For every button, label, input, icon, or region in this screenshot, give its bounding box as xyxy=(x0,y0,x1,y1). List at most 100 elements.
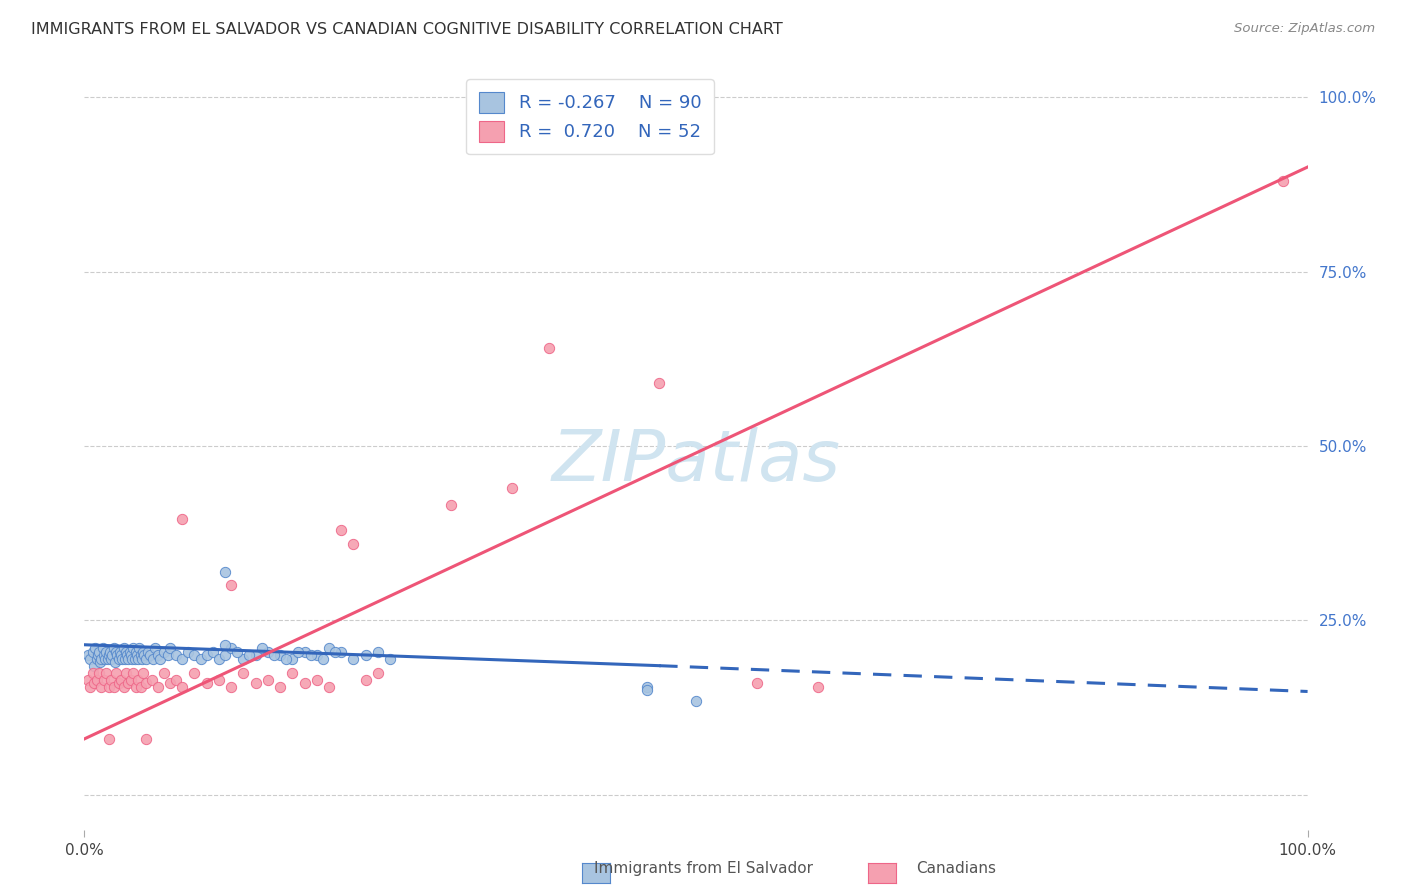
Point xyxy=(318,641,340,656)
Point xyxy=(156,648,179,663)
Point xyxy=(172,512,194,526)
Point xyxy=(107,651,129,665)
Text: ZIPatlas: ZIPatlas xyxy=(551,427,841,496)
Point xyxy=(143,641,166,656)
Point xyxy=(112,680,135,694)
Point xyxy=(110,673,132,687)
Point xyxy=(263,648,285,663)
Point xyxy=(77,673,100,687)
Point xyxy=(323,645,346,659)
Point xyxy=(93,673,115,687)
Point xyxy=(177,645,200,659)
Point xyxy=(125,645,148,659)
Point xyxy=(440,498,463,512)
Point xyxy=(183,665,205,680)
Point xyxy=(105,665,128,680)
Point xyxy=(82,645,104,659)
Point xyxy=(83,658,105,673)
Point xyxy=(103,680,125,694)
Point xyxy=(281,665,304,680)
Point xyxy=(538,342,561,356)
Point xyxy=(807,680,830,694)
Point xyxy=(115,645,138,659)
Point xyxy=(354,648,377,663)
Point xyxy=(747,676,769,690)
Point xyxy=(146,648,169,663)
Point xyxy=(122,641,145,656)
Point xyxy=(299,648,322,663)
Point xyxy=(100,651,122,665)
Point xyxy=(97,680,120,694)
Point xyxy=(367,645,389,659)
Point xyxy=(89,655,111,669)
Point xyxy=(149,651,172,665)
Point xyxy=(153,645,176,659)
Point xyxy=(90,651,112,665)
Text: Source: ZipAtlas.com: Source: ZipAtlas.com xyxy=(1234,22,1375,36)
Point xyxy=(115,665,138,680)
Text: IMMIGRANTS FROM EL SALVADOR VS CANADIAN COGNITIVE DISABILITY CORRELATION CHART: IMMIGRANTS FROM EL SALVADOR VS CANADIAN … xyxy=(31,22,783,37)
Point xyxy=(131,651,153,665)
Point xyxy=(98,645,121,659)
Point xyxy=(122,665,145,680)
Point xyxy=(502,481,524,495)
Point xyxy=(86,651,108,665)
Point xyxy=(77,648,100,663)
Point xyxy=(129,680,152,694)
Point xyxy=(97,648,120,663)
Point xyxy=(1272,174,1295,188)
Point xyxy=(318,680,340,694)
Point xyxy=(159,676,181,690)
Point xyxy=(636,683,658,698)
Point xyxy=(87,645,110,659)
Point xyxy=(142,651,165,665)
Point xyxy=(281,651,304,665)
Point xyxy=(354,673,377,687)
Text: Immigrants from El Salvador: Immigrants from El Salvador xyxy=(593,861,813,876)
Point xyxy=(245,648,267,663)
Point xyxy=(312,651,335,665)
Point xyxy=(367,665,389,680)
Point xyxy=(90,680,112,694)
Point xyxy=(107,676,129,690)
Point xyxy=(214,565,236,579)
Point xyxy=(79,680,101,694)
Point xyxy=(86,673,108,687)
Point xyxy=(135,676,157,690)
Point xyxy=(190,651,212,665)
Point xyxy=(94,651,117,665)
Point xyxy=(96,645,118,659)
Point xyxy=(214,648,236,663)
Point xyxy=(287,645,309,659)
Point xyxy=(105,648,128,663)
Point xyxy=(141,673,163,687)
Point xyxy=(195,676,218,690)
Point xyxy=(104,655,127,669)
Point xyxy=(97,731,120,746)
Point xyxy=(112,641,135,656)
Point xyxy=(120,648,142,663)
Point xyxy=(117,676,139,690)
Point xyxy=(83,676,105,690)
Point xyxy=(276,651,298,665)
Point xyxy=(250,641,273,656)
Point xyxy=(135,731,157,746)
Point xyxy=(208,673,231,687)
Point xyxy=(125,680,148,694)
Point xyxy=(257,673,280,687)
Point xyxy=(101,648,124,663)
Point xyxy=(84,641,107,656)
Point xyxy=(648,376,671,391)
Point xyxy=(294,676,316,690)
Point xyxy=(245,676,267,690)
Point xyxy=(132,645,155,659)
Point xyxy=(136,645,159,659)
Point xyxy=(105,645,128,659)
Point xyxy=(97,651,120,665)
Point xyxy=(214,638,236,652)
Point xyxy=(183,648,205,663)
Point xyxy=(121,651,143,665)
Point xyxy=(342,536,364,550)
Point xyxy=(103,641,125,656)
Point xyxy=(330,645,353,659)
